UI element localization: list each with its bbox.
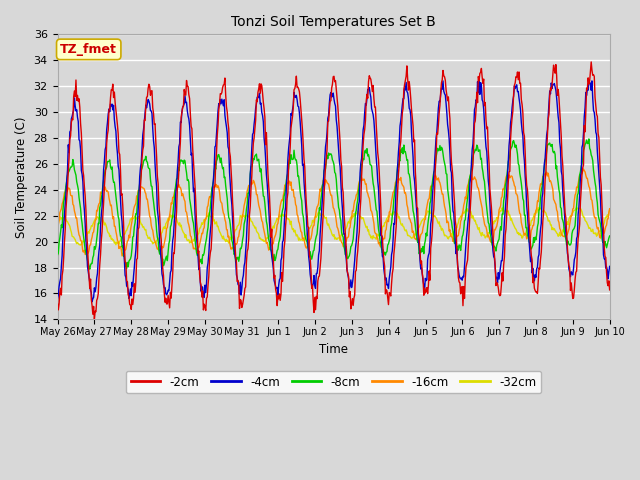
X-axis label: Time: Time <box>319 343 348 356</box>
Legend: -2cm, -4cm, -8cm, -16cm, -32cm: -2cm, -4cm, -8cm, -16cm, -32cm <box>126 371 541 393</box>
Title: Tonzi Soil Temperatures Set B: Tonzi Soil Temperatures Set B <box>231 15 436 29</box>
Y-axis label: Soil Temperature (C): Soil Temperature (C) <box>15 116 28 238</box>
Text: TZ_fmet: TZ_fmet <box>60 43 117 56</box>
